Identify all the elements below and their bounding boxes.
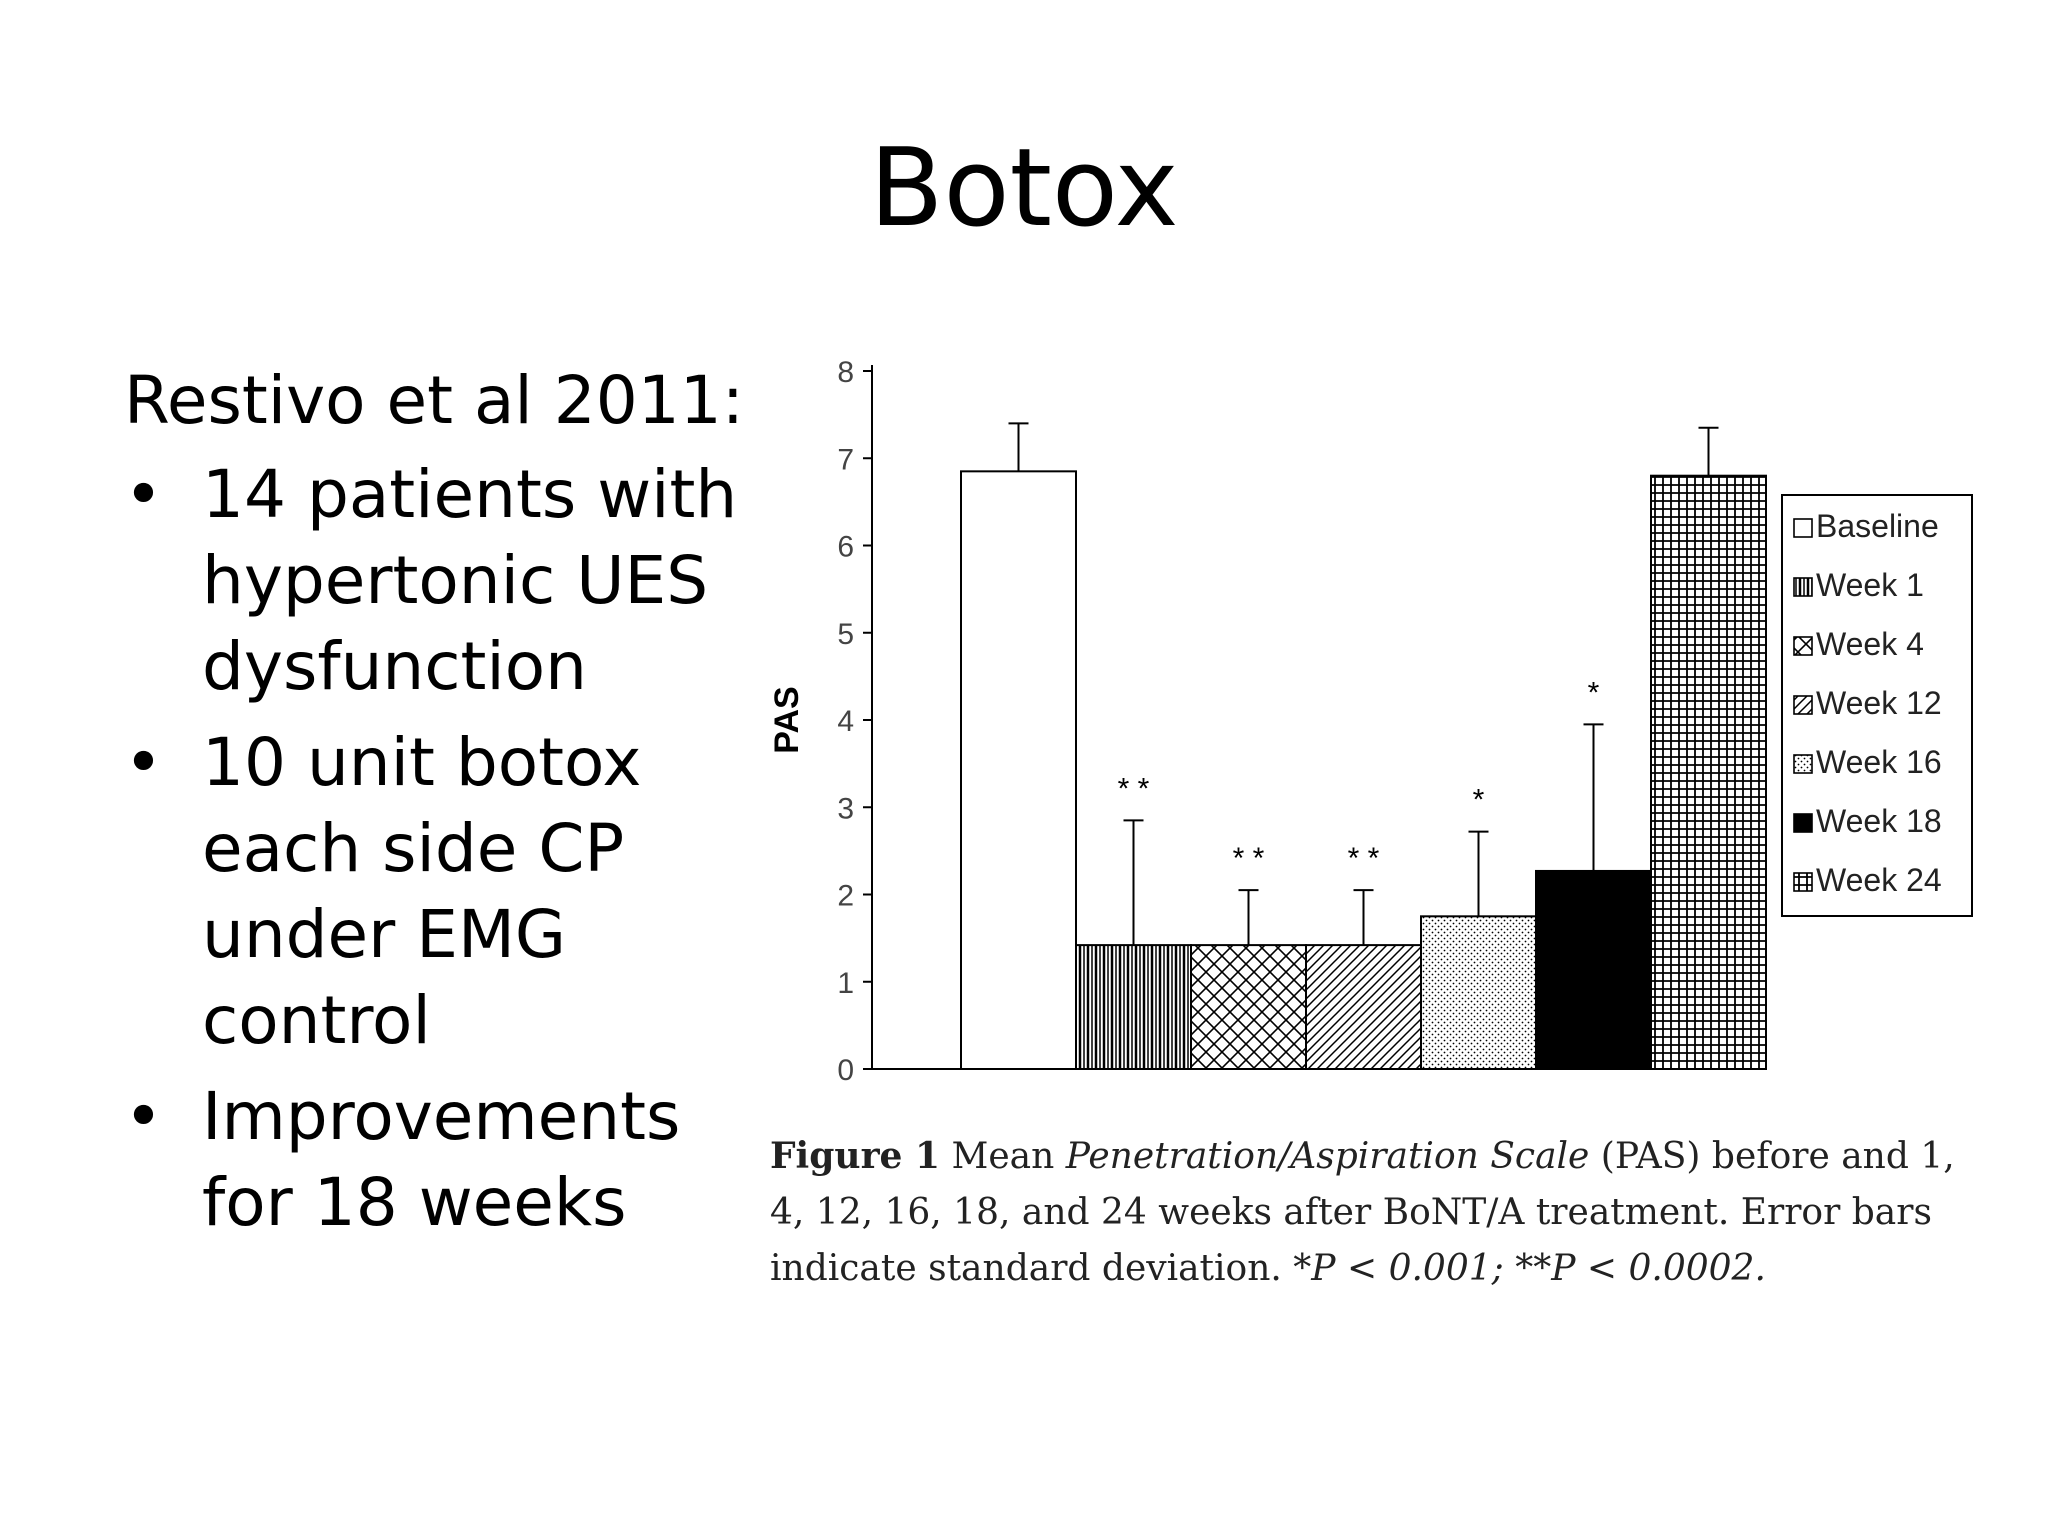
significance-marker: * xyxy=(1473,784,1485,817)
bar-baseline xyxy=(960,470,1077,1070)
bullet-dot-icon: • xyxy=(124,456,163,533)
legend-swatch xyxy=(1793,872,1813,892)
bullet-list: • 14 patients with hypertonic UES dysfunc… xyxy=(124,452,744,1246)
bar-week-18 xyxy=(1535,869,1652,1070)
bullet-text: 10 unit botox each side CP under EMG con… xyxy=(202,724,642,1059)
bullet-dot-icon: • xyxy=(124,1078,163,1155)
legend-box: Baseline Week 1 Week 4 Week 12 Week 16 Week 1… xyxy=(1781,494,1973,917)
legend-label: Baseline xyxy=(1816,508,1939,544)
legend-swatch xyxy=(1793,636,1813,656)
significance-marker: * * xyxy=(1348,842,1380,875)
legend-frame xyxy=(1781,494,1973,917)
significance-marker: * xyxy=(1588,676,1600,709)
bar-week-4 xyxy=(1190,944,1307,1070)
caption-label: Figure 1 xyxy=(770,1135,941,1177)
y-tick-label: 3 xyxy=(837,792,854,825)
caption-italic-1: Penetration/Aspiration Scale xyxy=(1065,1136,1590,1177)
bar-week-1 xyxy=(1075,944,1192,1070)
bullet-text: Improvements for 18 weeks xyxy=(202,1078,681,1241)
y-tick-label: 5 xyxy=(837,618,854,651)
caption-italic-2: *P < 0.001; **P < 0.0002. xyxy=(1293,1248,1766,1289)
significance-marker: * * xyxy=(1233,842,1265,875)
bar-week-12 xyxy=(1305,944,1422,1070)
slide-title: Botox xyxy=(869,126,1179,251)
legend-swatch xyxy=(1793,813,1813,833)
y-axis-title: PAS xyxy=(768,686,806,753)
legend-label: Week 1 xyxy=(1816,567,1924,603)
legend-label: Week 16 xyxy=(1816,744,1942,780)
y-tick-label: 8 xyxy=(837,356,854,389)
bar-layer: * * * * * * * * xyxy=(960,422,1767,1070)
intro-text: Restivo et al 2011: xyxy=(124,362,744,439)
legend-label: Week 4 xyxy=(1816,626,1924,662)
bullet-item: • 14 patients with hypertonic UES dysfunc… xyxy=(124,452,744,710)
legend-swatch xyxy=(1793,695,1813,715)
significance-marker: * * xyxy=(1118,772,1150,805)
legend-swatch xyxy=(1793,754,1813,774)
y-tick-label: 0 xyxy=(837,1054,854,1087)
figure-caption: Figure 1 Mean Penetration/Aspiration Sca… xyxy=(770,1128,1970,1297)
bar-week-16 xyxy=(1420,915,1537,1070)
caption-text-1: Mean xyxy=(940,1136,1066,1177)
pas-bar-chart: 0 1 2 3 4 5 6 7 8 PAS * * * * * * * * Baseline Week 1 W… xyxy=(750,340,2010,1110)
caption-text-2: (PAS) before and 1, 4, 12, 16, 18, and 2… xyxy=(770,1136,1955,1289)
bullet-dot-icon: • xyxy=(124,724,163,801)
chart-svg: 0 1 2 3 4 5 6 7 8 PAS * * * * * * * * Baseline Week 1 W… xyxy=(768,356,1973,1087)
bullet-item: • 10 unit botox each side CP under EMG co… xyxy=(124,720,744,1064)
bullet-text: 14 patients with hypertonic UES dysfunct… xyxy=(202,456,738,705)
y-tick-label: 1 xyxy=(837,967,854,1000)
y-tick-label: 2 xyxy=(837,880,854,913)
legend-swatch xyxy=(1793,518,1813,538)
bullet-item: • Improvements for 18 weeks xyxy=(124,1074,744,1246)
left-text-block: Restivo et al 2011: • 14 patients with hy… xyxy=(124,358,744,1256)
legend-label: Week 18 xyxy=(1816,803,1942,839)
y-tick-label: 4 xyxy=(837,705,854,738)
legend-label: Week 24 xyxy=(1816,862,1942,898)
y-tick-label: 6 xyxy=(837,531,854,564)
legend-label: Week 12 xyxy=(1816,685,1942,721)
bar-week-24 xyxy=(1650,474,1767,1070)
y-tick-label: 7 xyxy=(837,443,854,476)
legend-swatch xyxy=(1793,577,1813,597)
